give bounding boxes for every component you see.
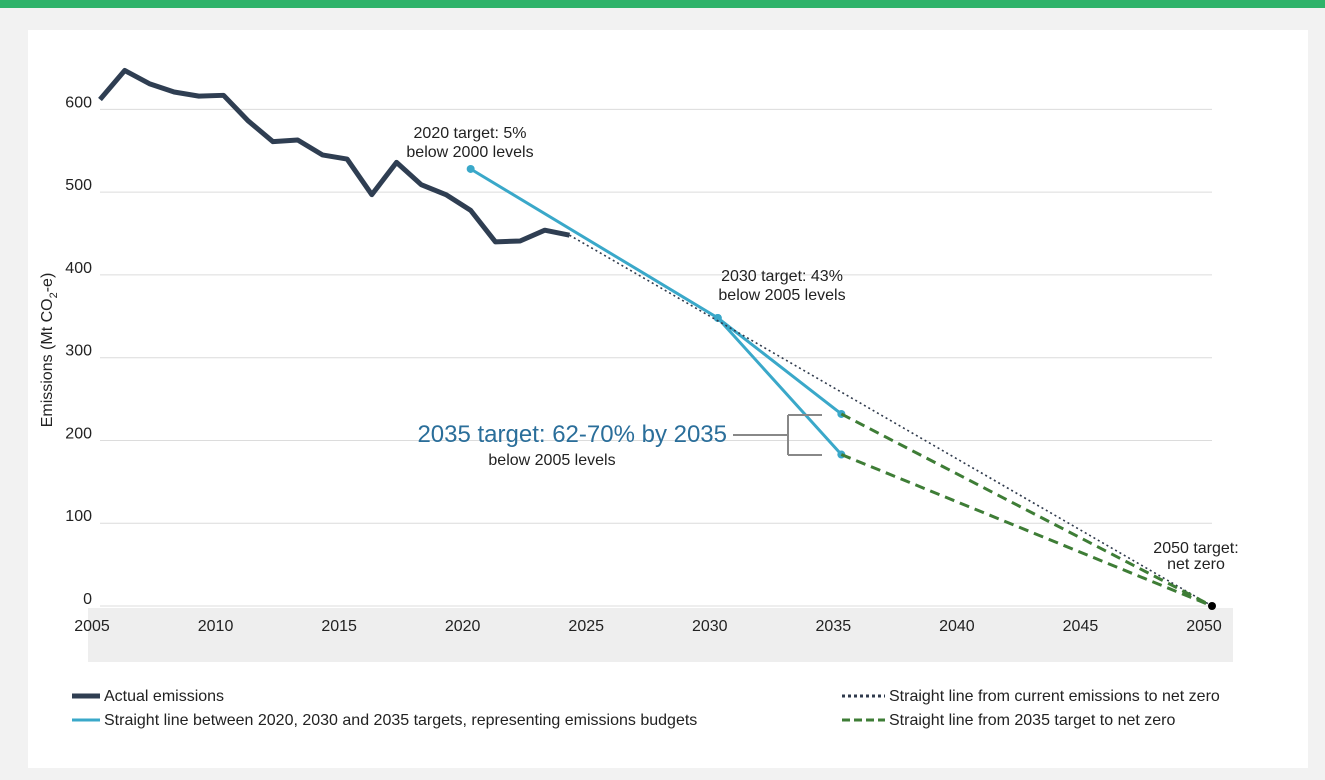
x-tick-label: 2015	[321, 618, 357, 635]
y-tick-label: 400	[65, 260, 92, 277]
y-tick-label: 600	[65, 94, 92, 111]
y-tick-label: 300	[65, 343, 92, 360]
point-marker	[466, 164, 475, 173]
net-zero-marker	[1208, 602, 1216, 610]
x-tick-label: 2020	[445, 618, 481, 635]
y-tick-label: 100	[65, 508, 92, 525]
x-tick-label: 2005	[74, 618, 110, 635]
annotation-title: 2050 target:	[1153, 540, 1238, 557]
plot: 0 100 200 300 400 500 600 2005 2010 2015 2020 2025 2…	[65, 67, 1222, 635]
series-line	[569, 234, 1213, 607]
y-tick-label: 500	[65, 177, 92, 194]
annotation-text: below 2005 levels	[718, 287, 845, 304]
point-marker	[713, 313, 722, 322]
x-tick-label: 2010	[198, 618, 234, 635]
annotation-text: below 2005 levels	[488, 452, 615, 469]
annotation-title: 2035 target: 62-70% by 2035	[417, 421, 727, 448]
annotation-title: 2030 target: 43%	[721, 268, 843, 285]
y-tick-label: 0	[83, 591, 92, 608]
x-tick-label: 2050	[1186, 618, 1222, 635]
x-tick-label: 2030	[692, 618, 728, 635]
legend-label: Straight line between 2020, 2030 and 203…	[104, 712, 697, 729]
top-bar	[0, 0, 1325, 8]
annotation-text: below 2000 levels	[406, 144, 533, 161]
y-axis-label-part: -e)	[39, 273, 56, 293]
y-axis-label-sub: 2	[48, 292, 60, 298]
series-line	[98, 67, 571, 245]
y-axis-label-part: Emissions (Mt CO	[39, 298, 56, 427]
x-tick-label: 2040	[939, 618, 975, 635]
legend-label: Actual emissions	[104, 688, 224, 705]
bracket	[733, 414, 822, 456]
legend-label: Straight line from current emissions to …	[889, 688, 1220, 705]
annotation-text: net zero	[1167, 556, 1225, 573]
x-tick-label: 2035	[816, 618, 852, 635]
y-axis-label: Emissions (Mt CO2-e)	[39, 273, 60, 428]
series-line	[840, 412, 1213, 608]
y-tick-label: 200	[65, 425, 92, 442]
x-axis-band	[88, 608, 1233, 662]
x-tick-label: 2045	[1063, 618, 1099, 635]
legend-label: Straight line from 2035 target to net ze…	[889, 712, 1175, 729]
annotation-title: 2020 target: 5%	[414, 125, 527, 142]
x-tick-label: 2025	[568, 618, 604, 635]
